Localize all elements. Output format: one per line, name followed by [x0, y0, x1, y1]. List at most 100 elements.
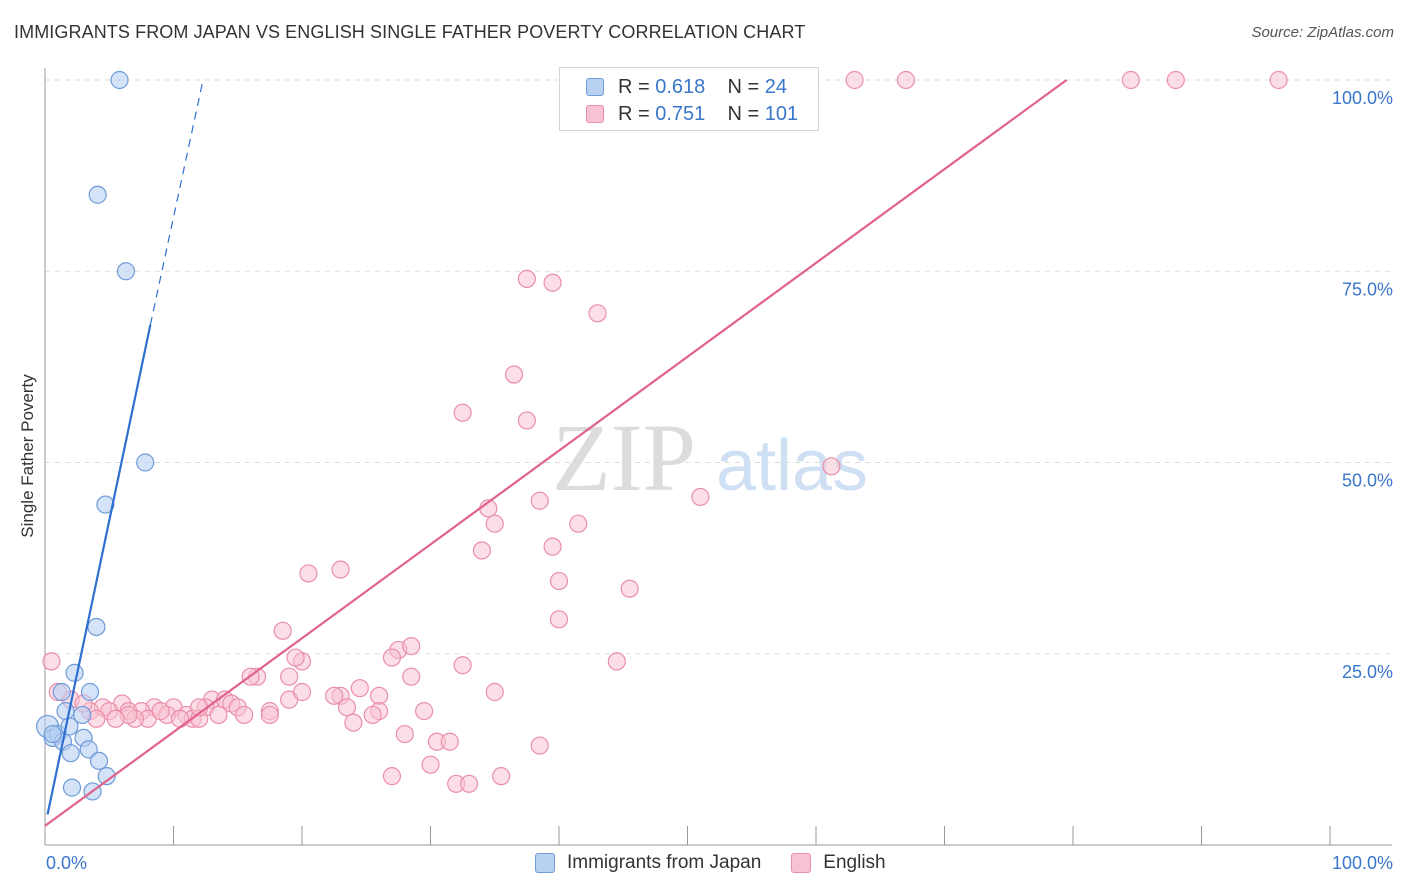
- japan-point-16: [79, 740, 98, 759]
- english-point-34: [549, 610, 569, 629]
- japan-trend-extension: [149, 79, 204, 325]
- english-point-30: [299, 564, 318, 583]
- english-point-37: [402, 636, 421, 656]
- y-tick-label-25: 25.0%: [1342, 662, 1393, 682]
- english-point-70: [363, 705, 382, 725]
- japan-r-label: R =: [618, 75, 656, 98]
- japan-swatch: [586, 78, 604, 96]
- japan-points: [35, 70, 155, 801]
- y-tick-label-50: 50.0%: [1342, 471, 1393, 491]
- japan-point-19: [97, 767, 116, 786]
- english-point-15: [1269, 70, 1288, 90]
- y-tick-label-75: 75.0%: [1342, 279, 1393, 299]
- english-point-90: [421, 755, 440, 774]
- japan-point-23: [60, 717, 79, 736]
- english-point-77: [235, 705, 254, 725]
- legend-item-english[interactable]: English: [791, 852, 886, 874]
- english-legend-label: English: [823, 852, 886, 873]
- english-point-25: [530, 491, 549, 510]
- japan-point-3: [136, 453, 155, 472]
- japan-point-6: [65, 663, 84, 682]
- english-point-79: [344, 713, 363, 732]
- english-point-13: [1121, 70, 1140, 90]
- japan-r-value: 0.618: [655, 75, 706, 98]
- japan-point-8: [52, 682, 71, 702]
- english-n-value: 101: [764, 102, 799, 125]
- english-point-98: [151, 702, 170, 721]
- japan-point-17: [61, 744, 80, 763]
- japan-n-value: 24: [764, 75, 788, 98]
- english-r-label: R =: [618, 102, 656, 125]
- japan-point-7: [80, 682, 100, 702]
- japan-legend-label: Immigrants from Japan: [567, 852, 762, 873]
- english-swatch: [586, 105, 604, 123]
- x-tick-label-right: 100.0%: [1332, 853, 1393, 873]
- english-point-45: [402, 667, 421, 686]
- english-point-18: [588, 304, 607, 323]
- english-r-value: 0.751: [655, 102, 706, 125]
- correlation-legend: R = 0.618 N = 24 R = 0.751 N = 101: [559, 67, 819, 131]
- chart-title: IMMIGRANTS FROM JAPAN VS ENGLISH SINGLE …: [14, 22, 806, 42]
- english-point-20: [453, 403, 472, 422]
- series-legend: Immigrants from Japan English: [535, 852, 916, 874]
- watermark-atlas: atlas: [716, 426, 868, 506]
- x-tick-label-left: 0.0%: [46, 853, 87, 873]
- legend-item-japan[interactable]: Immigrants from Japan: [535, 852, 761, 874]
- english-point-41: [286, 648, 305, 667]
- english-point-29: [543, 537, 562, 556]
- english-point-47: [350, 679, 369, 698]
- japan-point-0: [110, 70, 129, 90]
- english-point-19: [504, 365, 524, 384]
- english-point-92: [492, 767, 511, 786]
- english-point-50: [325, 686, 344, 705]
- japan-point-1: [88, 185, 107, 204]
- japan-trend-line: [46, 324, 152, 815]
- english-point-16: [517, 269, 536, 288]
- english-n-label: N =: [727, 102, 765, 125]
- english-point-28: [472, 541, 491, 560]
- grid-lines: [45, 79, 1392, 655]
- english-point-97: [292, 682, 312, 702]
- japan-point-10: [73, 705, 92, 725]
- tick-labels: 25.0% 50.0% 75.0% 100.0% 0.0% 100.0%: [46, 88, 1393, 873]
- english-point-48: [485, 682, 504, 702]
- english-point-44: [280, 667, 299, 686]
- japan-point-18: [89, 751, 109, 770]
- english-point-33: [620, 579, 639, 598]
- source-label: Source: ZipAtlas.com: [1251, 24, 1394, 41]
- japan-legend-swatch: [535, 853, 555, 873]
- english-point-31: [331, 560, 350, 579]
- english-point-42: [453, 656, 472, 675]
- english-point-82: [42, 652, 61, 671]
- english-point-12: [896, 70, 916, 90]
- watermark-zip: ZIP: [552, 404, 696, 511]
- english-point-14: [1166, 70, 1185, 90]
- english-point-17: [543, 273, 562, 292]
- english-point-91: [382, 767, 402, 786]
- english-point-26: [485, 514, 504, 533]
- english-point-89: [530, 736, 549, 755]
- english-point-11: [845, 70, 864, 90]
- english-point-21: [517, 411, 536, 430]
- y-tick-label-100: 100.0%: [1332, 88, 1393, 108]
- trend-lines: [44, 79, 1068, 827]
- english-point-96: [106, 709, 125, 728]
- english-point-84: [170, 709, 190, 728]
- english-point-22: [822, 457, 841, 476]
- japan-point-2: [116, 262, 136, 281]
- english-point-23: [691, 487, 710, 507]
- english-point-69: [414, 702, 434, 721]
- japan-point-22: [43, 724, 62, 744]
- english-point-94: [459, 774, 479, 793]
- english-point-86: [395, 724, 414, 744]
- english-point-51: [370, 686, 389, 705]
- japan-n-label: N =: [727, 75, 765, 98]
- english-point-76: [260, 705, 279, 725]
- english-point-32: [549, 571, 569, 591]
- english-point-75: [209, 705, 228, 725]
- english-point-35: [273, 621, 292, 640]
- english-trend-line: [44, 79, 1068, 827]
- japan-point-4: [96, 495, 115, 514]
- english-point-38: [382, 648, 402, 667]
